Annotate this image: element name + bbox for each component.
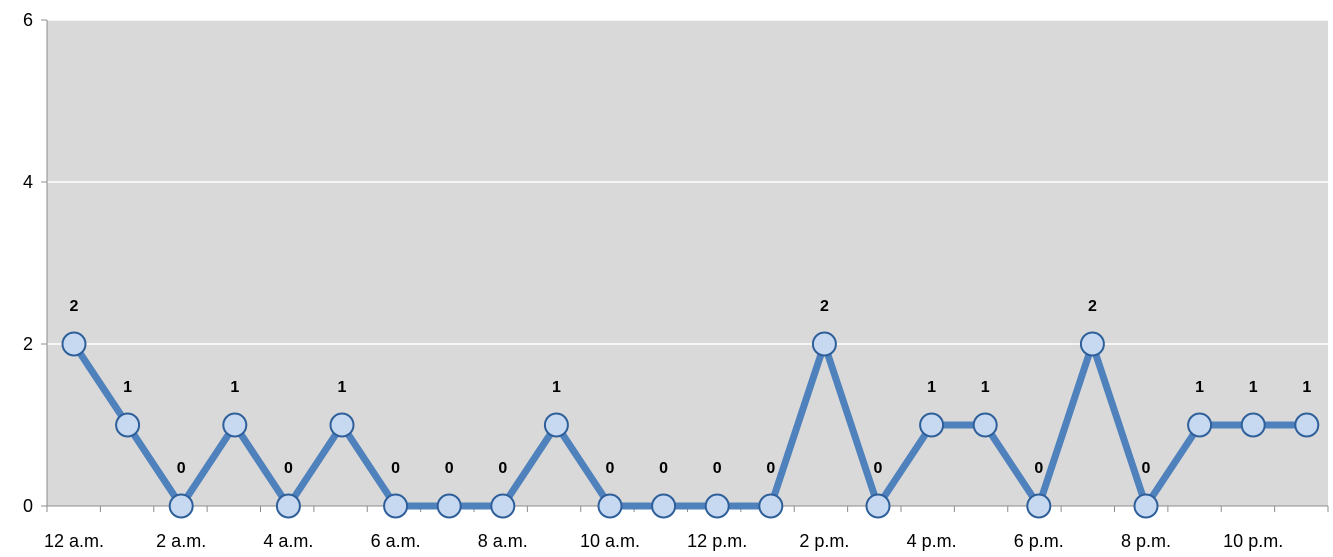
x-tick-label: 8 p.m. xyxy=(1121,531,1171,551)
data-label: 0 xyxy=(713,460,722,477)
data-label: 1 xyxy=(1302,379,1311,396)
data-point xyxy=(275,493,301,519)
x-tick-label: 10 p.m. xyxy=(1223,531,1283,551)
data-point xyxy=(115,412,141,438)
data-label: 1 xyxy=(927,379,936,396)
data-label: 1 xyxy=(1249,379,1258,396)
gridlines xyxy=(47,19,1328,345)
data-point xyxy=(383,493,409,519)
data-point xyxy=(329,412,355,438)
y-tick-label: 4 xyxy=(23,172,33,192)
data-label: 1 xyxy=(338,379,347,396)
x-tick-label: 12 a.m. xyxy=(44,531,104,551)
data-label: 0 xyxy=(445,460,454,477)
data-point xyxy=(1079,331,1105,357)
data-point xyxy=(1294,412,1320,438)
data-point xyxy=(811,331,837,357)
x-tick-label: 10 a.m. xyxy=(580,531,640,551)
data-label: 0 xyxy=(1034,460,1043,477)
y-tick-label: 6 xyxy=(23,10,33,30)
data-point xyxy=(168,493,194,519)
data-label: 0 xyxy=(1142,460,1151,477)
x-tick-label: 8 a.m. xyxy=(478,531,528,551)
data-label: 1 xyxy=(981,379,990,396)
data-label: 0 xyxy=(659,460,668,477)
data-label: 1 xyxy=(230,379,239,396)
series-markers xyxy=(61,331,1320,519)
data-point xyxy=(758,493,784,519)
x-tick-label: 12 p.m. xyxy=(687,531,747,551)
data-point xyxy=(1240,412,1266,438)
data-label: 2 xyxy=(1088,298,1097,315)
data-label: 0 xyxy=(498,460,507,477)
data-labels: 2 1 0 1 0 1 0 0 0 1 0 0 0 0 2 0 1 1 0 2 0 1 1 1 xyxy=(70,298,1312,477)
data-label: 0 xyxy=(874,460,883,477)
data-label: 2 xyxy=(820,298,829,315)
data-label: 0 xyxy=(177,460,186,477)
data-label: 0 xyxy=(766,460,775,477)
data-point xyxy=(651,493,677,519)
data-point xyxy=(597,493,623,519)
y-tick-label: 2 xyxy=(23,334,33,354)
x-tick-label: 6 a.m. xyxy=(371,531,421,551)
data-point xyxy=(704,493,730,519)
data-label: 0 xyxy=(606,460,615,477)
data-label: 1 xyxy=(123,379,132,396)
data-point xyxy=(436,493,462,519)
y-tick-label: 0 xyxy=(23,496,33,516)
data-point xyxy=(972,412,998,438)
data-label: 0 xyxy=(284,460,293,477)
data-point xyxy=(490,493,516,519)
data-point xyxy=(1187,412,1213,438)
data-label: 1 xyxy=(1195,379,1204,396)
data-label: 2 xyxy=(70,298,79,315)
x-tick-label: 2 a.m. xyxy=(156,531,206,551)
series-line-layer xyxy=(71,332,1307,514)
y-axis-tick-labels: 0 2 4 6 xyxy=(23,10,47,516)
x-tick-label: 4 a.m. xyxy=(263,531,313,551)
data-point xyxy=(543,412,569,438)
data-point xyxy=(865,493,891,519)
data-point xyxy=(222,412,248,438)
data-point xyxy=(1026,493,1052,519)
x-tick-label: 4 p.m. xyxy=(907,531,957,551)
data-label: 0 xyxy=(391,460,400,477)
plot-area xyxy=(47,20,1328,506)
data-label: 1 xyxy=(552,379,561,396)
series-line xyxy=(71,332,1307,514)
data-point xyxy=(1133,493,1159,519)
x-axis-tick-labels: 12 a.m. 2 a.m. 4 a.m. 6 a.m. 8 a.m. 10 a.m. 12… xyxy=(44,506,1329,551)
x-tick-label: 2 p.m. xyxy=(799,531,849,551)
data-point xyxy=(61,331,87,357)
x-tick-label: 6 p.m. xyxy=(1014,531,1064,551)
data-point xyxy=(919,412,945,438)
